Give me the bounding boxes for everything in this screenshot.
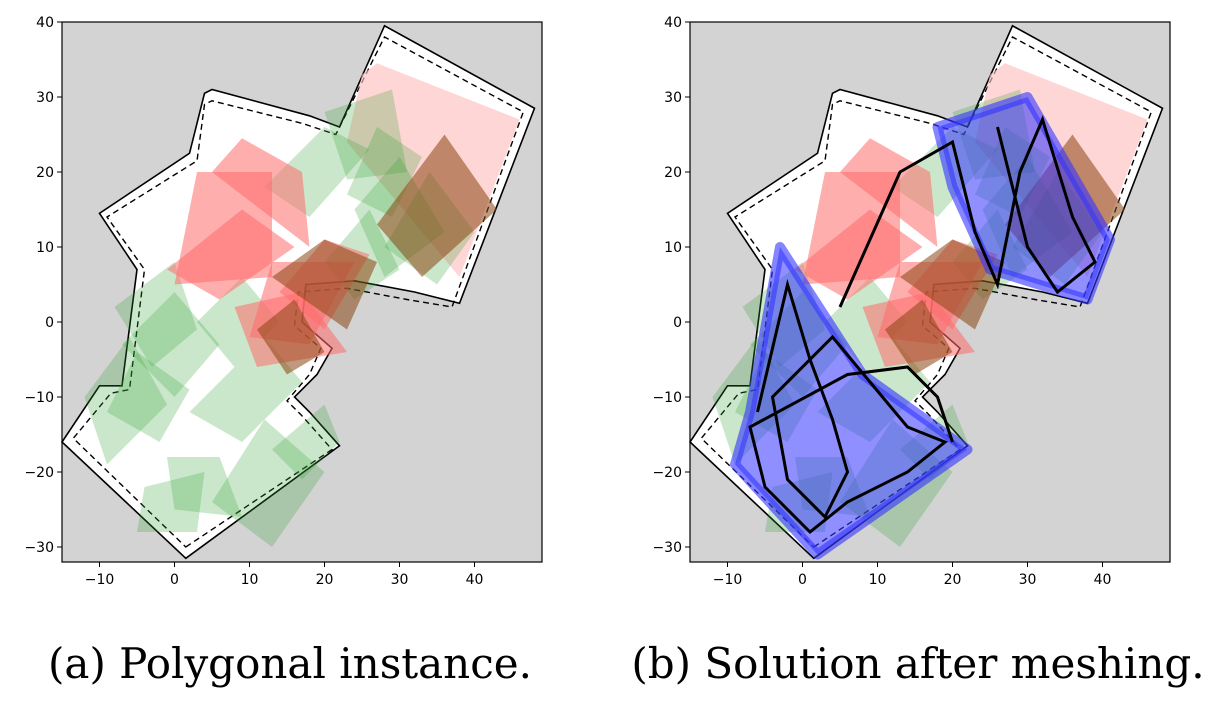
- y-tick-label: −30: [24, 540, 54, 556]
- reward-polygon: [212, 419, 325, 547]
- reward-polygon: [122, 292, 220, 397]
- reward-polygon: [197, 277, 280, 367]
- reward-polygon: [324, 89, 407, 180]
- y-tick-label: 40: [664, 15, 682, 31]
- reward-polygon: [272, 404, 340, 480]
- coverage-area: [730, 242, 973, 560]
- caption: (a) Polygonal instance.: [48, 639, 532, 688]
- plot-frame: [689, 21, 1171, 563]
- y-tick-label: 20: [664, 165, 682, 181]
- overlap-polygon: [272, 239, 377, 330]
- x-tick-label: −10: [713, 572, 743, 588]
- reward-polygon: [137, 472, 205, 532]
- x-tick-label: 20: [944, 572, 962, 588]
- y-tick-label: −20: [24, 465, 54, 481]
- obstacle-polygon: [795, 209, 923, 300]
- overlap-polygon: [377, 134, 497, 277]
- reward-polygon: [84, 337, 167, 465]
- y-tick-label: 20: [36, 165, 54, 181]
- path-segment: [838, 115, 1097, 308]
- x-tick-label: 0: [170, 572, 179, 588]
- panel-a: −10 0 10 20 30 40 −30 −20 −10 0 10 20 30 40 (a) Polyg…: [24, 15, 543, 688]
- x-tick-label: 40: [466, 572, 484, 588]
- x-tick-label: 10: [241, 572, 259, 588]
- reward-polygon: [114, 262, 197, 367]
- y-tick-label: −20: [652, 465, 682, 481]
- obstacle-polygon: [212, 138, 310, 247]
- path-segment: [748, 278, 954, 535]
- x-tick-label: −10: [85, 572, 115, 588]
- overlap-polygon: [257, 299, 325, 375]
- x-tick-label: 10: [869, 572, 887, 588]
- obstacle-polygon: [167, 209, 295, 300]
- x-tick-label: 20: [316, 572, 334, 588]
- field-inner-dashed: [700, 36, 1153, 548]
- x-tick-label: 40: [1094, 572, 1112, 588]
- y-tick-label: 10: [36, 240, 54, 256]
- panel-b: −10 0 10 20 30 40 −30 −20 −10 0 10 20 30 40 (b) Solut…: [631, 15, 1204, 688]
- reward-polygon: [167, 457, 242, 517]
- axis-ticks: −10 0 10 20 30 40 −30 −20 −10 0 10 20 30 40: [652, 15, 1111, 588]
- caption: (b) Solution after meshing.: [631, 639, 1204, 688]
- y-tick-label: 30: [664, 90, 682, 106]
- y-tick-label: −30: [652, 540, 682, 556]
- y-tick-label: 40: [36, 15, 54, 31]
- overlap-polygon: [885, 299, 953, 375]
- field-inner-dashed: [72, 36, 525, 548]
- plot-frame: [61, 21, 543, 563]
- x-tick-label: 30: [391, 572, 409, 588]
- x-tick-label: 30: [1019, 572, 1037, 588]
- polygon-shapes: [84, 63, 520, 547]
- y-tick-label: 0: [45, 315, 54, 331]
- axis-ticks: −10 0 10 20 30 40 −30 −20 −10 0 10 20 30 40: [24, 15, 483, 588]
- y-tick-label: 0: [673, 315, 682, 331]
- coverage-path: [730, 92, 1115, 560]
- x-tick-label: 0: [798, 572, 807, 588]
- y-tick-label: −10: [24, 390, 54, 406]
- y-tick-label: 10: [664, 240, 682, 256]
- y-tick-label: 30: [36, 90, 54, 106]
- reward-polygon: [107, 352, 190, 442]
- y-tick-label: −10: [652, 390, 682, 406]
- overlap-polygon: [900, 239, 1005, 330]
